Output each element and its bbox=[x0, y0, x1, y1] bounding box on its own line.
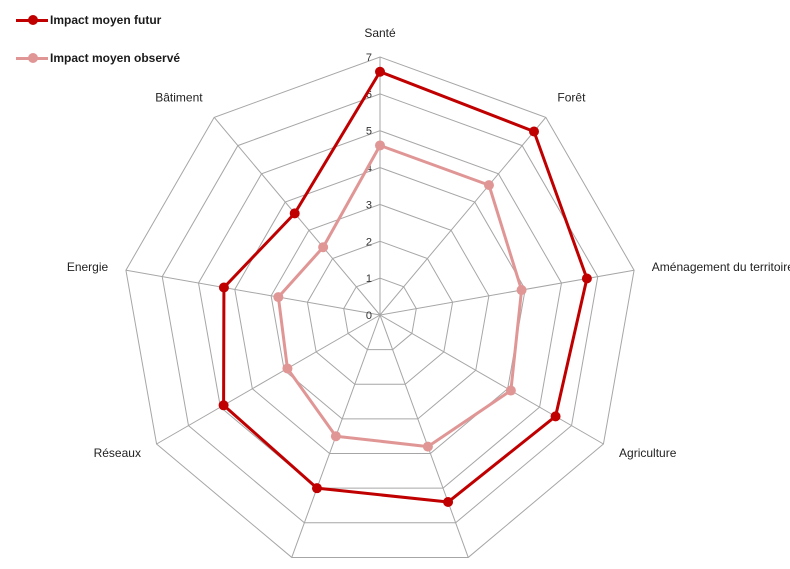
grid-ring-7 bbox=[125, 56, 635, 558]
series-point-1 bbox=[505, 385, 516, 396]
legend-item-observe: Impact moyen observé bbox=[16, 48, 180, 68]
series-point-0 bbox=[550, 411, 561, 422]
series-point-0 bbox=[375, 66, 385, 77]
legend: Impact moyen futur Impact moyen observé bbox=[16, 10, 180, 86]
category-label: Forêt bbox=[557, 91, 586, 105]
legend-label-observe: Impact moyen observé bbox=[50, 51, 181, 65]
category-label: Energie bbox=[67, 260, 109, 274]
series-point-0 bbox=[289, 208, 300, 219]
legend-item-futur: Impact moyen futur bbox=[16, 10, 180, 30]
legend-label-futur: Impact moyen futur bbox=[50, 13, 162, 27]
tick-label: 5 bbox=[366, 126, 372, 138]
tick-label: 3 bbox=[366, 199, 372, 211]
series-point-1 bbox=[483, 180, 494, 191]
grid-ring-2 bbox=[306, 240, 454, 385]
legend-swatch-futur bbox=[16, 10, 48, 30]
tick-label: 0 bbox=[366, 310, 372, 322]
series-point-0 bbox=[581, 273, 592, 284]
spoke bbox=[379, 314, 469, 558]
category-label: Santé bbox=[364, 26, 396, 40]
radial-tick-labels: 0 1 2 3 4 5 6 7 bbox=[366, 52, 372, 322]
category-labels: Santé Forêt Aménagement du territoire Agric… bbox=[67, 26, 790, 460]
series-point-0 bbox=[218, 282, 229, 293]
tick-label: 6 bbox=[366, 89, 372, 101]
spoke bbox=[379, 269, 635, 316]
spoke bbox=[379, 314, 604, 445]
series-line-1 bbox=[276, 143, 524, 449]
spoke bbox=[156, 314, 381, 445]
series-line-0 bbox=[222, 70, 589, 504]
grid-ring-3 bbox=[270, 203, 490, 420]
series-point-0 bbox=[443, 497, 454, 508]
radar-grid bbox=[125, 56, 635, 558]
grid-ring-1 bbox=[343, 277, 417, 351]
data-series bbox=[218, 66, 592, 508]
spoke bbox=[379, 117, 547, 316]
series-point-1 bbox=[516, 285, 527, 296]
series-point-0 bbox=[218, 400, 229, 411]
tick-label: 1 bbox=[366, 273, 372, 285]
grid-ring-4 bbox=[234, 167, 526, 455]
grid-ring-6 bbox=[161, 93, 599, 524]
category-label: Aménagement du territoire bbox=[652, 260, 790, 274]
tick-label: 7 bbox=[366, 52, 372, 64]
category-label: Bâtiment bbox=[155, 91, 203, 105]
legend-swatch-observe bbox=[16, 48, 48, 68]
series-point-1 bbox=[318, 242, 329, 253]
series-point-1 bbox=[282, 363, 293, 374]
tick-label: 2 bbox=[366, 236, 372, 248]
series-point-1 bbox=[273, 292, 284, 303]
tick-label: 4 bbox=[366, 163, 372, 175]
series-point-1 bbox=[330, 431, 341, 442]
category-label: Agriculture bbox=[619, 446, 677, 460]
series-point-0 bbox=[311, 483, 322, 494]
series-point-1 bbox=[375, 140, 385, 151]
series-point-1 bbox=[422, 441, 433, 452]
spoke bbox=[125, 269, 381, 316]
series-point-0 bbox=[528, 126, 539, 137]
category-label: Réseaux bbox=[94, 446, 141, 460]
grid-ring-5 bbox=[197, 130, 563, 489]
